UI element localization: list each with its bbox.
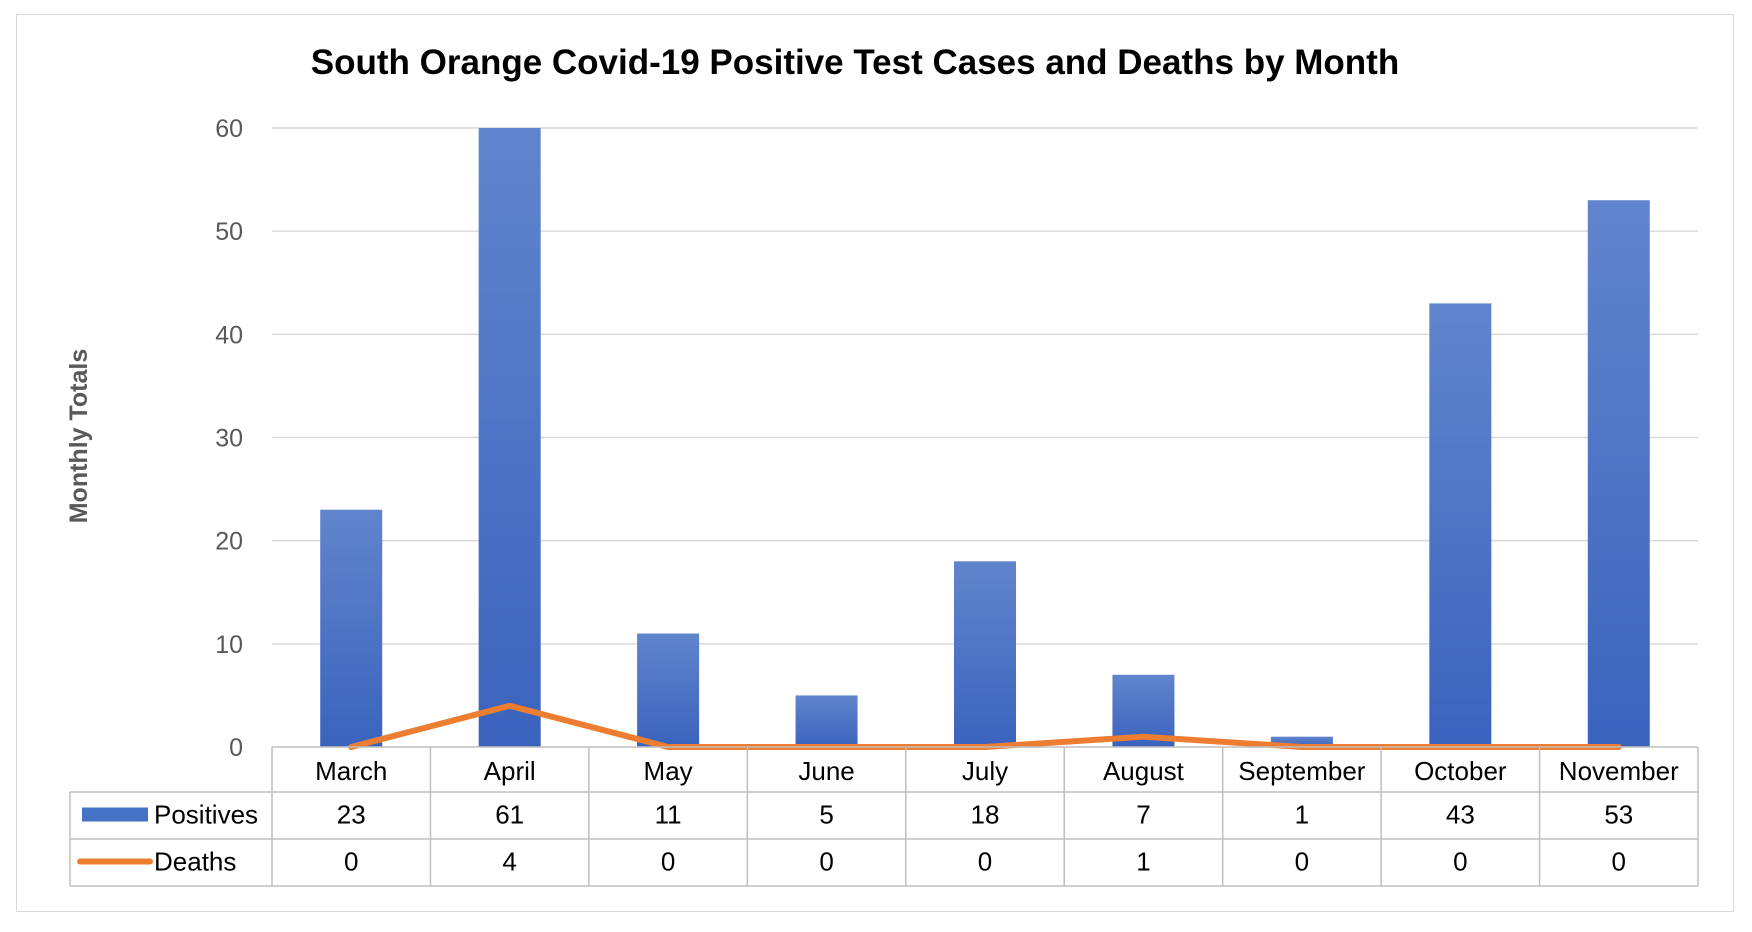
data-label: 1 <box>1136 847 1150 877</box>
data-label: 23 <box>337 800 366 830</box>
bar-positives <box>795 695 858 747</box>
y-tick-label: 40 <box>215 321 243 349</box>
data-label: 4 <box>502 847 516 877</box>
data-label: 0 <box>1453 847 1467 877</box>
y-tick-label: 60 <box>215 115 243 143</box>
data-label: 0 <box>344 847 358 877</box>
y-tick-label: 20 <box>215 528 243 556</box>
bar-positives <box>1429 303 1492 747</box>
data-label: 0 <box>1295 847 1309 877</box>
data-label: 18 <box>971 800 1000 830</box>
data-label: 0 <box>1612 847 1626 877</box>
bar-positives <box>320 509 383 747</box>
y-axis-label: Monthly Totals <box>65 349 93 524</box>
y-tick-label: 30 <box>215 425 243 453</box>
legend-key-positives <box>82 807 148 822</box>
data-label: 0 <box>819 847 833 877</box>
chart-title: South Orange Covid-19 Positive Test Case… <box>311 43 1399 82</box>
x-tick-label: September <box>1238 756 1366 786</box>
x-tick-label: July <box>962 756 1008 786</box>
x-tick-label: April <box>484 756 536 786</box>
data-label: 0 <box>661 847 675 877</box>
legend-label: Deaths <box>154 847 236 877</box>
bar-positives <box>1587 200 1650 747</box>
data-label: 43 <box>1446 800 1475 830</box>
data-label: 5 <box>819 800 833 830</box>
x-tick-label: March <box>315 756 387 786</box>
data-label: 61 <box>495 800 524 830</box>
bar-positives <box>1270 736 1333 747</box>
data-label: 0 <box>978 847 992 877</box>
legend-label: Positives <box>154 800 258 830</box>
x-tick-label: November <box>1559 756 1679 786</box>
x-tick-label: June <box>798 756 854 786</box>
y-tick-label: 0 <box>229 734 243 762</box>
bar-positives <box>637 633 700 747</box>
x-tick-label: August <box>1103 756 1185 786</box>
bar-positives <box>954 561 1016 747</box>
bar-positives <box>478 128 541 747</box>
x-tick-label: May <box>644 756 693 786</box>
y-tick-label: 50 <box>215 218 243 246</box>
y-tick-label: 10 <box>215 631 243 659</box>
x-tick-label: October <box>1414 756 1507 786</box>
data-label: 11 <box>655 800 682 830</box>
data-label: 53 <box>1604 800 1633 830</box>
data-label: 7 <box>1136 800 1150 830</box>
data-label: 1 <box>1295 800 1309 830</box>
